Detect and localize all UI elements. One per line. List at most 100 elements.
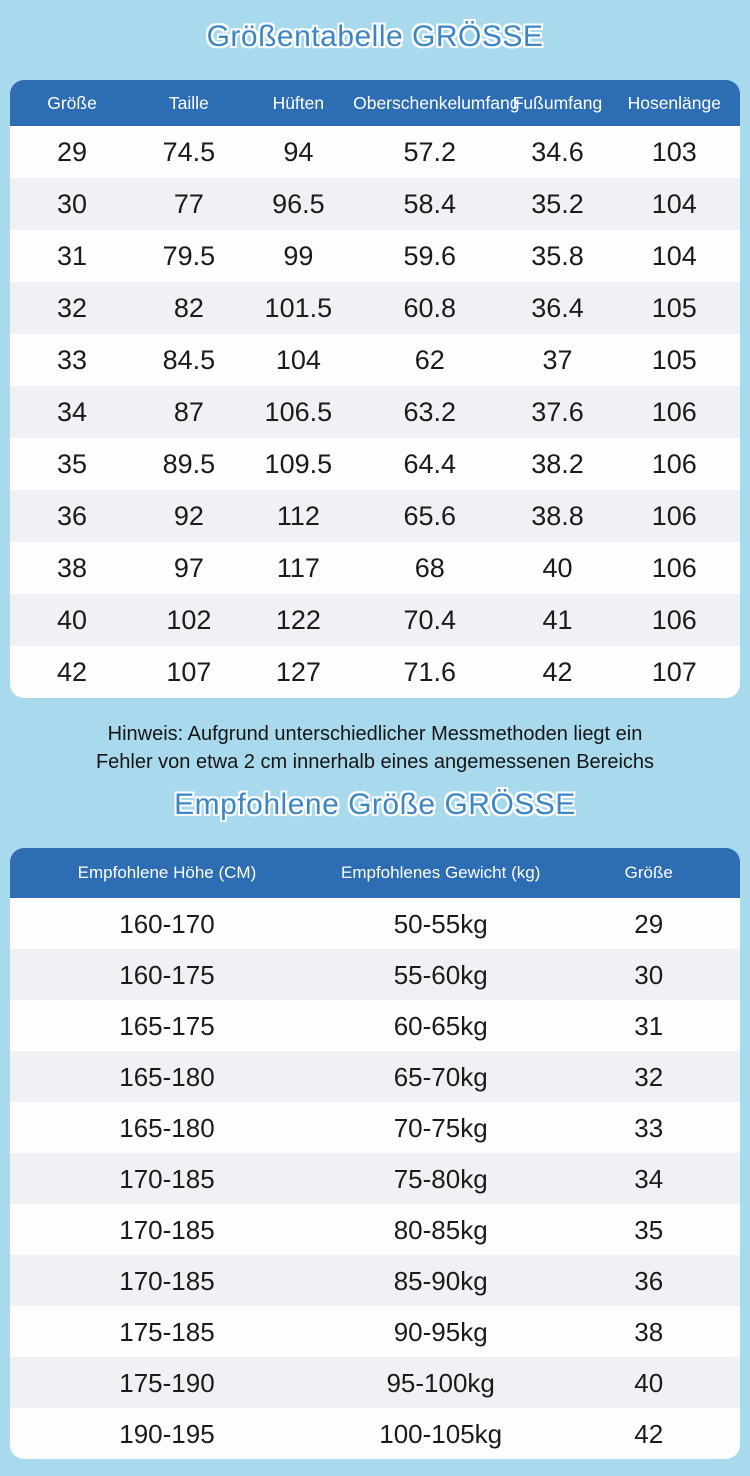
recommended-size-title: Empfohlene Größe GRÖSSE	[174, 788, 576, 821]
table-row: 31 79.5 99 59.6 35.8 104	[10, 230, 740, 282]
table-cell: 101.5	[264, 292, 333, 323]
table-cell: 74.5	[162, 136, 216, 167]
table-cell: 62	[414, 344, 445, 375]
table-row: 33 84.5 104 62 37 105	[10, 334, 740, 386]
column-header-taille: Taille	[134, 80, 244, 126]
table-cell: 84.5	[162, 344, 216, 375]
table-row: 32 82 101.5 60.8 36.4 105	[10, 282, 740, 334]
recommended-size-table-body: 160-170 50-55kg 29 160-175 55-60kg 30 165-175 6…	[10, 898, 740, 1459]
table-cell: 96.5	[272, 188, 325, 219]
table-cell: 104	[651, 240, 697, 271]
size-table-card: Größe Taille Hüften Oberschenkelumfang F…	[10, 80, 740, 698]
table-cell: 165-180	[119, 1112, 215, 1143]
table-row: 160-170 50-55kg 29	[10, 898, 740, 949]
table-cell: 55-60kg	[393, 959, 488, 990]
table-cell: 34.6	[531, 136, 584, 167]
table-cell: 79.5	[162, 240, 216, 271]
table-cell: 31	[634, 1010, 664, 1041]
table-cell: 105	[651, 344, 697, 375]
table-cell: 33	[634, 1112, 664, 1143]
table-cell: 106	[651, 500, 697, 531]
table-cell: 38.2	[531, 448, 584, 479]
column-header-oberschenkelumfang: Oberschenkelumfang	[353, 80, 519, 126]
table-cell: 127	[275, 656, 321, 687]
table-cell: 58.4	[403, 188, 457, 219]
table-cell: 170-185	[119, 1265, 215, 1296]
table-row: 29 74.5 94 57.2 34.6 103	[10, 126, 740, 178]
table-cell: 41	[542, 604, 573, 635]
table-cell: 106	[651, 396, 697, 427]
size-table-body: 29 74.5 94 57.2 34.6 103 30 77 96.5 58.4 35.2 104 31…	[10, 126, 740, 698]
recommended-size-table-card: Empfohlene Höhe (CM) Empfohlenes Gewicht…	[10, 848, 740, 1459]
table-cell: 100-105kg	[379, 1418, 503, 1449]
table-cell: 36	[57, 500, 88, 531]
table-cell: 94	[283, 136, 314, 167]
table-cell: 70.4	[403, 604, 457, 635]
recommended-size-table-header: Empfohlene Höhe (CM) Empfohlenes Gewicht…	[10, 848, 740, 898]
table-cell: 165-175	[119, 1010, 215, 1041]
table-cell: 29	[57, 136, 88, 167]
table-cell: 31	[57, 240, 88, 271]
size-table: Größe Taille Hüften Oberschenkelumfang F…	[10, 80, 740, 698]
header-row: Größe Taille Hüften Oberschenkelumfang F…	[10, 80, 740, 126]
measurement-note-line2: Fehler von etwa 2 cm innerhalb eines ang…	[95, 751, 655, 773]
table-cell: 175-185	[119, 1316, 215, 1347]
table-cell: 35	[634, 1214, 664, 1245]
table-cell: 106	[651, 448, 697, 479]
column-header-hosenlaenge: Hosenlänge	[608, 80, 740, 126]
table-cell: 82	[173, 292, 204, 323]
table-cell: 92	[173, 500, 204, 531]
table-row: 170-185 85-90kg 36	[10, 1255, 740, 1306]
table-row: 160-175 55-60kg 30	[10, 949, 740, 1000]
table-cell: 35	[57, 448, 88, 479]
table-cell: 105	[651, 292, 697, 323]
table-cell: 160-170	[119, 908, 215, 939]
header-row: Empfohlene Höhe (CM) Empfohlenes Gewicht…	[10, 848, 740, 898]
table-cell: 117	[276, 552, 320, 583]
table-cell: 107	[166, 656, 212, 687]
table-cell: 77	[173, 188, 204, 219]
table-row: 165-180 70-75kg 33	[10, 1102, 740, 1153]
table-cell: 34	[57, 396, 88, 427]
table-cell: 60-65kg	[393, 1010, 488, 1041]
table-cell: 106	[651, 604, 697, 635]
column-header-groesse: Größe	[10, 80, 135, 126]
table-cell: 90-95kg	[393, 1316, 488, 1347]
column-header-fussumfang: Fußumfang	[506, 80, 609, 126]
table-cell: 40	[634, 1367, 664, 1398]
table-row: 190-195 100-105kg 42	[10, 1408, 740, 1459]
table-cell: 68	[414, 552, 445, 583]
table-cell: 87	[173, 396, 204, 427]
table-row: 34 87 106.5 63.2 37.6 106	[10, 386, 740, 438]
table-cell: 80-85kg	[393, 1214, 488, 1245]
table-cell: 122	[275, 604, 321, 635]
table-row: 36 92 112 65.6 38.8 106	[10, 490, 740, 542]
table-cell: 63.2	[403, 396, 457, 427]
table-cell: 70-75kg	[393, 1112, 488, 1143]
column-header-groesse: Größe	[557, 848, 740, 898]
table-cell: 71.6	[403, 656, 457, 687]
table-cell: 42	[542, 656, 573, 687]
table-cell: 50-55kg	[393, 908, 488, 939]
table-row: 30 77 96.5 58.4 35.2 104	[10, 178, 740, 230]
table-cell: 65-70kg	[393, 1061, 488, 1092]
table-row: 175-190 95-100kg 40	[10, 1357, 740, 1408]
table-cell: 89.5	[162, 448, 216, 479]
table-cell: 38	[634, 1316, 664, 1347]
table-cell: 95-100kg	[386, 1367, 495, 1398]
table-row: 170-185 75-80kg 34	[10, 1153, 740, 1204]
table-cell: 29	[634, 908, 664, 939]
table-cell: 36	[634, 1265, 664, 1296]
table-cell: 42	[57, 656, 88, 687]
table-cell: 170-185	[119, 1214, 215, 1245]
table-cell: 40	[542, 552, 573, 583]
table-cell: 32	[634, 1061, 664, 1092]
table-cell: 32	[57, 292, 88, 323]
table-cell: 40	[57, 604, 88, 635]
table-cell: 38.8	[531, 500, 584, 531]
table-cell: 170-185	[119, 1163, 215, 1194]
column-header-hoehe: Empfohlene Höhe (CM)	[10, 848, 324, 898]
table-row: 165-180 65-70kg 32	[10, 1051, 740, 1102]
table-cell: 65.6	[403, 500, 457, 531]
table-cell: 85-90kg	[393, 1265, 488, 1296]
